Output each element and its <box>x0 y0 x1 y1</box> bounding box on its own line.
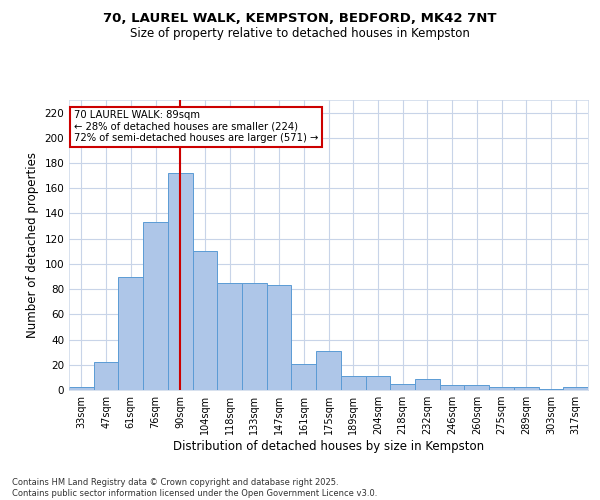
Bar <box>415 378 440 390</box>
Bar <box>217 283 242 390</box>
Text: Contains HM Land Registry data © Crown copyright and database right 2025.
Contai: Contains HM Land Registry data © Crown c… <box>12 478 377 498</box>
Bar <box>464 385 489 390</box>
Bar <box>440 385 464 390</box>
X-axis label: Distribution of detached houses by size in Kempston: Distribution of detached houses by size … <box>173 440 484 453</box>
Bar <box>193 252 217 390</box>
Bar <box>365 376 390 390</box>
Bar <box>539 388 563 390</box>
Bar <box>292 364 316 390</box>
Bar <box>143 222 168 390</box>
Bar <box>267 286 292 390</box>
Bar <box>94 362 118 390</box>
Text: Size of property relative to detached houses in Kempston: Size of property relative to detached ho… <box>130 28 470 40</box>
Bar <box>168 173 193 390</box>
Bar <box>118 276 143 390</box>
Bar <box>489 388 514 390</box>
Bar <box>242 283 267 390</box>
Text: 70, LAUREL WALK, KEMPSTON, BEDFORD, MK42 7NT: 70, LAUREL WALK, KEMPSTON, BEDFORD, MK42… <box>103 12 497 26</box>
Bar <box>316 351 341 390</box>
Text: 70 LAUREL WALK: 89sqm
← 28% of detached houses are smaller (224)
72% of semi-det: 70 LAUREL WALK: 89sqm ← 28% of detached … <box>74 110 319 144</box>
Bar <box>390 384 415 390</box>
Bar <box>514 388 539 390</box>
Bar <box>69 388 94 390</box>
Bar <box>563 388 588 390</box>
Bar <box>341 376 365 390</box>
Y-axis label: Number of detached properties: Number of detached properties <box>26 152 39 338</box>
